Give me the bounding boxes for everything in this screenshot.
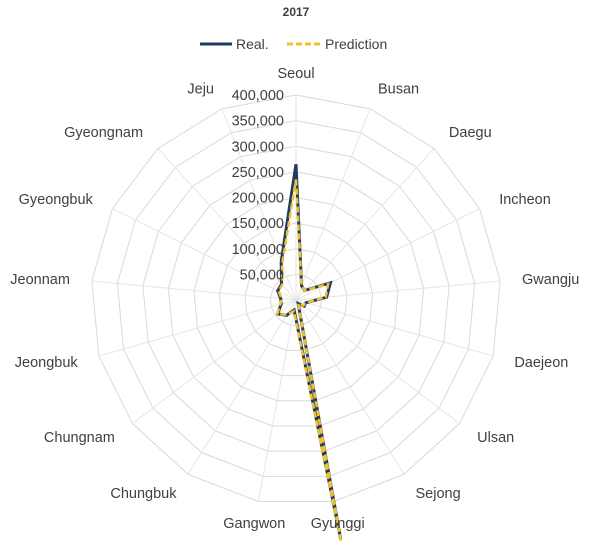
legend: Real. Prediction <box>200 36 387 52</box>
tick-label: 400,000 <box>232 88 284 104</box>
spoke-11 <box>187 299 297 475</box>
category-label: Gangwon <box>223 516 285 532</box>
category-label: Gyunggi <box>311 516 365 532</box>
category-label: Gyeongbuk <box>19 192 94 208</box>
legend-label-prediction: Prediction <box>325 36 387 52</box>
spoke-10 <box>257 299 297 502</box>
grid-ring-5 <box>167 171 425 427</box>
category-labels: Seoul Busan Daegu Incheon Gwangju Daejeon Ulsa… <box>10 66 579 532</box>
radar-grid <box>91 94 501 503</box>
radial-tick-labels: 50,000 100,000 150,000 200,000 250,000 300,00… <box>232 88 284 283</box>
grid-ring-7 <box>116 120 476 477</box>
category-label: Busan <box>378 81 419 97</box>
category-label: Jeongbuk <box>15 355 79 371</box>
tick-label: 350,000 <box>232 114 284 130</box>
category-label: Sejong <box>416 486 461 502</box>
grid-ring-3 <box>218 222 374 377</box>
category-label: Gwangju <box>522 272 579 288</box>
grid-ring-2 <box>244 248 348 351</box>
spoke-14 <box>91 280 297 301</box>
spoke-7 <box>295 299 460 424</box>
tick-label: 300,000 <box>232 139 284 155</box>
spoke-13 <box>98 299 297 357</box>
grid-ring-4 <box>193 196 399 402</box>
spoke-15 <box>112 208 297 301</box>
category-label: Daegu <box>449 125 492 141</box>
tick-label: 200,000 <box>232 191 284 207</box>
grid-ring-6 <box>142 145 450 452</box>
category-label: Chungbuk <box>110 486 177 502</box>
legend-label-real: Real. <box>236 36 269 52</box>
spoke-8 <box>295 299 405 475</box>
tick-label: 100,000 <box>232 242 284 258</box>
category-label: Seoul <box>277 66 314 82</box>
tick-label: 50,000 <box>240 267 284 283</box>
chart-title: 2017 <box>283 5 310 19</box>
category-label: Daejeon <box>514 355 568 371</box>
spoke-2 <box>295 108 371 301</box>
radar-series <box>275 163 343 543</box>
spoke-12 <box>132 299 297 424</box>
tick-label: 250,000 <box>232 165 284 181</box>
spoke-6 <box>295 299 494 357</box>
spoke-16 <box>157 148 297 301</box>
grid-ring-8 <box>91 94 501 503</box>
tick-label: 150,000 <box>232 216 284 232</box>
category-label: Jeju <box>187 81 214 97</box>
category-label: Jeonnam <box>10 272 70 288</box>
category-label: Gyeongnam <box>64 125 143 141</box>
spoke-5 <box>295 280 501 301</box>
category-label: Chungnam <box>44 430 115 446</box>
spoke-3 <box>295 148 435 301</box>
spoke-17 <box>221 108 297 301</box>
category-label: Incheon <box>499 192 551 208</box>
category-label: Ulsan <box>477 430 514 446</box>
